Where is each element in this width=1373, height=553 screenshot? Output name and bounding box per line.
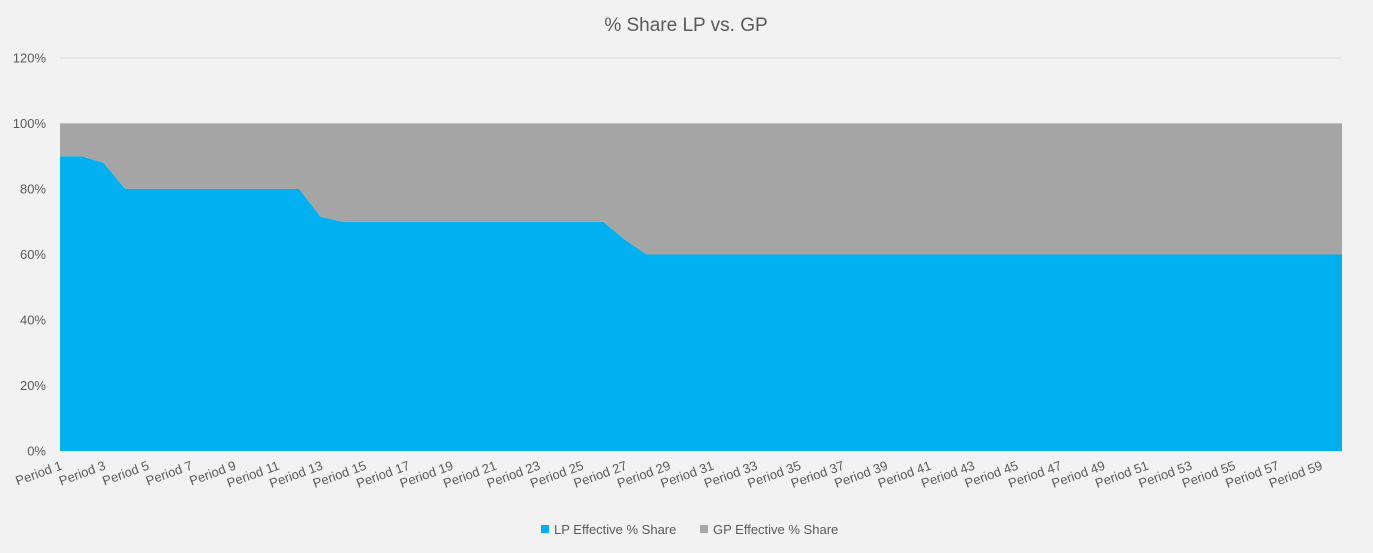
plot-areas [60,123,1342,451]
x-tick-label: Period 3 [57,458,108,489]
y-tick-label: 100% [13,116,47,131]
series-area-lp [60,156,1342,451]
legend-label-gp: GP Effective % Share [713,522,838,537]
y-tick-label: 0% [27,444,46,459]
y-tick-label: 40% [20,313,46,328]
y-axis-ticks: 0% 20% 40% 60% 80% 100% 120% [13,51,47,459]
legend-swatch-lp [541,525,549,533]
legend-label-lp: LP Effective % Share [554,522,676,537]
legend: LP Effective % Share GP Effective % Share [541,522,838,537]
x-tick-label: Period 7 [144,458,195,489]
series-area-gp [60,123,1342,255]
y-tick-label: 20% [20,378,46,393]
y-tick-label: 80% [20,182,46,197]
chart-title: % Share LP vs. GP [604,15,767,36]
x-tick-label: Period 5 [100,458,151,489]
y-tick-label: 60% [20,247,46,262]
legend-swatch-gp [700,525,708,533]
x-tick-label: Period 1 [13,458,64,489]
y-tick-label: 120% [13,51,47,66]
